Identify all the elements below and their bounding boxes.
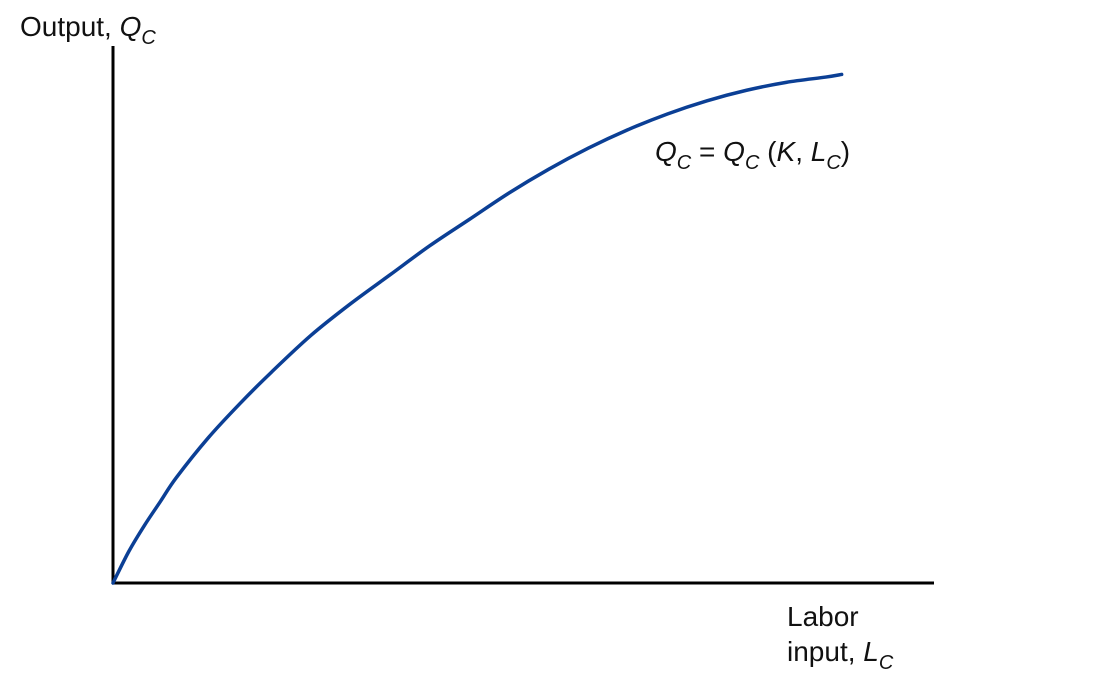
x-axis-label-symbol: L [863,636,879,667]
curve-label-lhs-symbol: Q [655,136,677,167]
curve-label-arg1: K [777,136,797,167]
curve-label-lhs-sub: C [677,152,692,174]
y-axis-label-prefix: Output, [20,11,120,42]
curve-label-close-paren: ) [841,136,850,167]
curve-label-arg2-symbol: L [811,136,827,167]
curve-label: QC = QC (K, LC) [655,136,850,174]
y-axis-label-subscript: C [141,27,156,49]
y-axis-label-symbol: Q [120,11,142,42]
x-axis-label-line1: Labor [787,601,859,632]
curve-label-sep: , [795,136,811,167]
curve-label-equals: = [691,136,723,167]
x-axis-label-subscript: C [879,652,894,674]
curve-label-arg2-sub: C [826,152,841,174]
x-axis-label-line2: input, LC [787,636,894,674]
curve-label-rhs-sub: C [745,152,760,174]
curve-label-rhs-symbol: Q [723,136,745,167]
production-curve [111,72,844,585]
curve-label-open-paren: ( [759,136,777,167]
x-axis-label-prefix: input, [787,636,863,667]
y-axis-label: Output, QC [20,11,156,49]
